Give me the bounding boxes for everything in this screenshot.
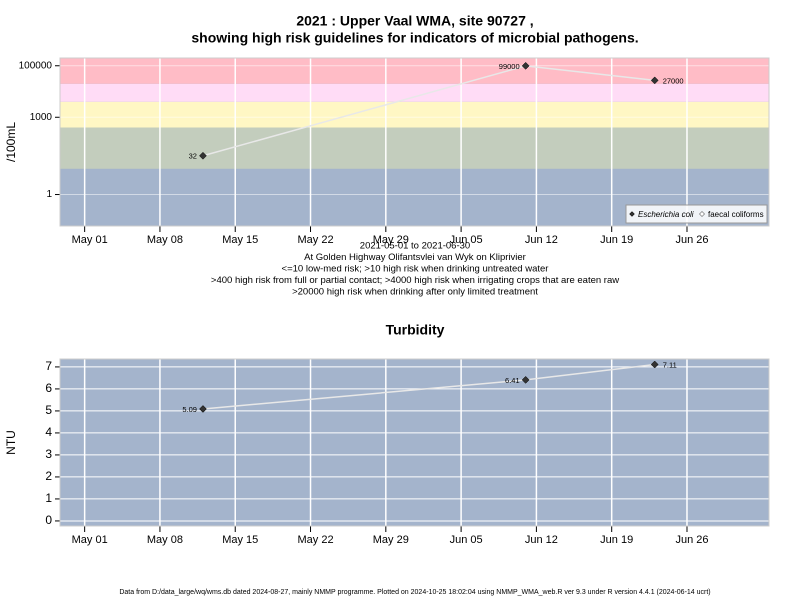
y-tick-label: 6 (45, 381, 52, 395)
data-point (199, 405, 207, 413)
subtitle-note: <=10 low-med risk; >10 high risk when dr… (282, 264, 549, 275)
x-tick-label: Jun 12 (525, 534, 558, 546)
x-tick-label: May 22 (297, 534, 333, 546)
subtitle-note: >20000 high risk when drinking after onl… (292, 287, 538, 298)
data-point (521, 376, 530, 384)
y-tick-label: 4 (45, 425, 52, 439)
plot-frame (59, 57, 770, 227)
chart-title: showing high risk guidelines for indicat… (191, 30, 638, 46)
x-tick-label: Jun 19 (600, 534, 633, 546)
x-tick-label: Jun 26 (675, 234, 708, 246)
risk-band (60, 83, 769, 102)
y-tick-label: 3 (45, 447, 52, 461)
x-tick-label: May 29 (373, 534, 409, 546)
x-tick-label: May 15 (222, 534, 258, 546)
data-point (650, 76, 659, 85)
risk-band (60, 127, 769, 169)
x-tick-label: May 01 (72, 534, 108, 546)
data-label: 32 (189, 152, 197, 161)
legend: Escherichia coli faecal coliforms (625, 204, 768, 224)
x-tick-label: Jun 26 (675, 534, 708, 546)
subtitle-note: >400 high risk from full or partial cont… (211, 275, 619, 286)
x-tick-label: Jun 05 (450, 534, 483, 546)
data-label: 7.11 (663, 360, 677, 369)
data-point (650, 360, 659, 369)
legend-marker (629, 211, 635, 217)
chart-title: Turbidity (386, 322, 445, 338)
legend-box (625, 204, 768, 224)
x-tick-label: Jun 12 (525, 234, 558, 246)
risk-band (60, 101, 769, 128)
data-label: 6.41 (505, 376, 520, 385)
footer: Data from D:/data_large/wq/wms.db dated … (119, 589, 710, 596)
x-tick-label: May 29 (373, 234, 409, 246)
plot-frame (59, 358, 770, 527)
x-tick-label: Jun 19 (600, 234, 633, 246)
y-tick-label: 1 (46, 189, 52, 200)
x-tick-label: May 01 (72, 234, 108, 246)
x-tick-label: May 22 (297, 234, 333, 246)
y-tick-label: 100000 (19, 60, 53, 71)
y-tick-label: 2 (45, 469, 52, 483)
y-axis-label: NTU (4, 430, 18, 455)
y-tick-label: 1000 (30, 112, 53, 123)
legend-label: faecal coliforms (708, 210, 764, 219)
data-label: 5.09 (182, 405, 197, 414)
y-axis-label: /100mL (4, 122, 18, 162)
x-tick-label: May 08 (147, 534, 183, 546)
data-label: 27000 (663, 76, 684, 85)
subtitle-note: At Golden Highway Olifantsvlei van Wyk o… (304, 252, 526, 263)
x-tick-label: Jun 05 (450, 234, 483, 246)
data-label: 99000 (499, 62, 520, 71)
data-point (199, 151, 207, 160)
x-tick-label: May 08 (147, 234, 183, 246)
y-tick-label: 1 (45, 491, 52, 505)
y-tick-label: 0 (45, 513, 52, 527)
legend-label: Escherichia coli (638, 210, 694, 219)
legend-marker (699, 211, 705, 217)
x-tick-label: May 15 (222, 234, 258, 246)
chart-title: 2021 : Upper Vaal WMA, site 90727 , (296, 13, 533, 29)
y-tick-label: 7 (45, 359, 52, 373)
y-tick-label: 5 (45, 403, 52, 417)
subtitle-note: 2021-05-01 to 2021-06-30 (360, 241, 470, 252)
data-point (521, 62, 530, 70)
plot-background (60, 359, 769, 526)
